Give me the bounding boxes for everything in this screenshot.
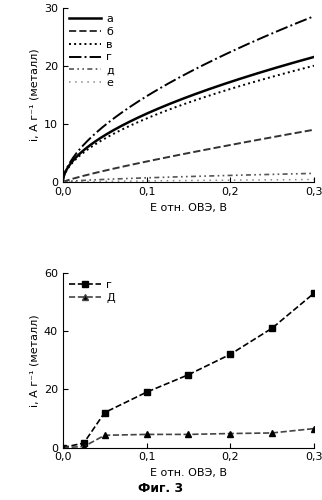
б	[306, 128, 310, 134]
г	[197, 64, 201, 70]
а	[180, 96, 184, 102]
б	[61, 179, 65, 185]
Line: Д: Д	[59, 425, 317, 451]
Д	[145, 432, 148, 438]
д	[182, 174, 185, 180]
Д	[228, 430, 232, 436]
Line: г: г	[63, 16, 314, 182]
а	[306, 56, 310, 62]
е	[61, 179, 65, 185]
е	[210, 178, 214, 184]
д	[267, 172, 270, 177]
д	[180, 174, 184, 180]
а	[197, 90, 201, 96]
д	[197, 173, 201, 179]
а	[267, 67, 270, 73]
е	[180, 178, 184, 184]
Text: Фиг. 3: Фиг. 3	[138, 482, 184, 495]
д	[306, 170, 310, 176]
г	[182, 72, 185, 78]
е	[197, 178, 201, 184]
Д	[103, 432, 107, 438]
а	[61, 179, 65, 185]
в	[312, 62, 316, 68]
е	[306, 176, 310, 182]
Line: в: в	[63, 66, 314, 182]
е	[312, 176, 316, 182]
Y-axis label: i, А г⁻¹ (металл): i, А г⁻¹ (металл)	[30, 314, 40, 406]
X-axis label: E отн. ОВЭ, В: E отн. ОВЭ, В	[150, 468, 227, 478]
в	[197, 96, 201, 102]
б	[197, 148, 201, 154]
Д	[270, 430, 274, 436]
г	[61, 444, 65, 450]
г	[306, 16, 310, 22]
г	[210, 58, 214, 64]
в	[306, 64, 310, 70]
д	[61, 179, 65, 185]
г	[103, 410, 107, 416]
в	[267, 75, 270, 81]
X-axis label: E отн. ОВЭ, В: E отн. ОВЭ, В	[150, 202, 227, 212]
Line: д: д	[63, 174, 314, 182]
а	[312, 54, 316, 60]
г	[186, 372, 190, 378]
Line: б: б	[63, 130, 314, 182]
г	[61, 179, 65, 185]
а	[182, 96, 185, 102]
Line: е: е	[63, 180, 314, 182]
г	[82, 440, 86, 446]
Legend: г, Д: г, Д	[65, 275, 119, 308]
б	[312, 126, 316, 132]
б	[182, 151, 185, 157]
б	[180, 152, 184, 158]
г	[270, 325, 274, 331]
Y-axis label: i, А г⁻¹ (металл): i, А г⁻¹ (металл)	[30, 48, 40, 141]
Д	[82, 444, 86, 450]
в	[182, 102, 185, 107]
г	[312, 13, 316, 19]
а	[210, 85, 214, 91]
Д	[312, 426, 316, 432]
д	[210, 173, 214, 179]
Line: г: г	[59, 290, 317, 451]
б	[267, 135, 270, 141]
Д	[186, 432, 190, 438]
Д	[61, 444, 65, 450]
д	[312, 170, 316, 176]
е	[267, 177, 270, 183]
г	[267, 32, 270, 38]
г	[145, 389, 148, 395]
г	[228, 352, 232, 358]
в	[61, 179, 65, 185]
е	[182, 178, 185, 184]
б	[210, 146, 214, 152]
Legend: а, б, в, г, д, е: а, б, в, г, д, е	[65, 10, 118, 92]
в	[180, 102, 184, 108]
г	[180, 73, 184, 79]
в	[210, 92, 214, 98]
Line: а: а	[63, 57, 314, 182]
г	[312, 290, 316, 296]
